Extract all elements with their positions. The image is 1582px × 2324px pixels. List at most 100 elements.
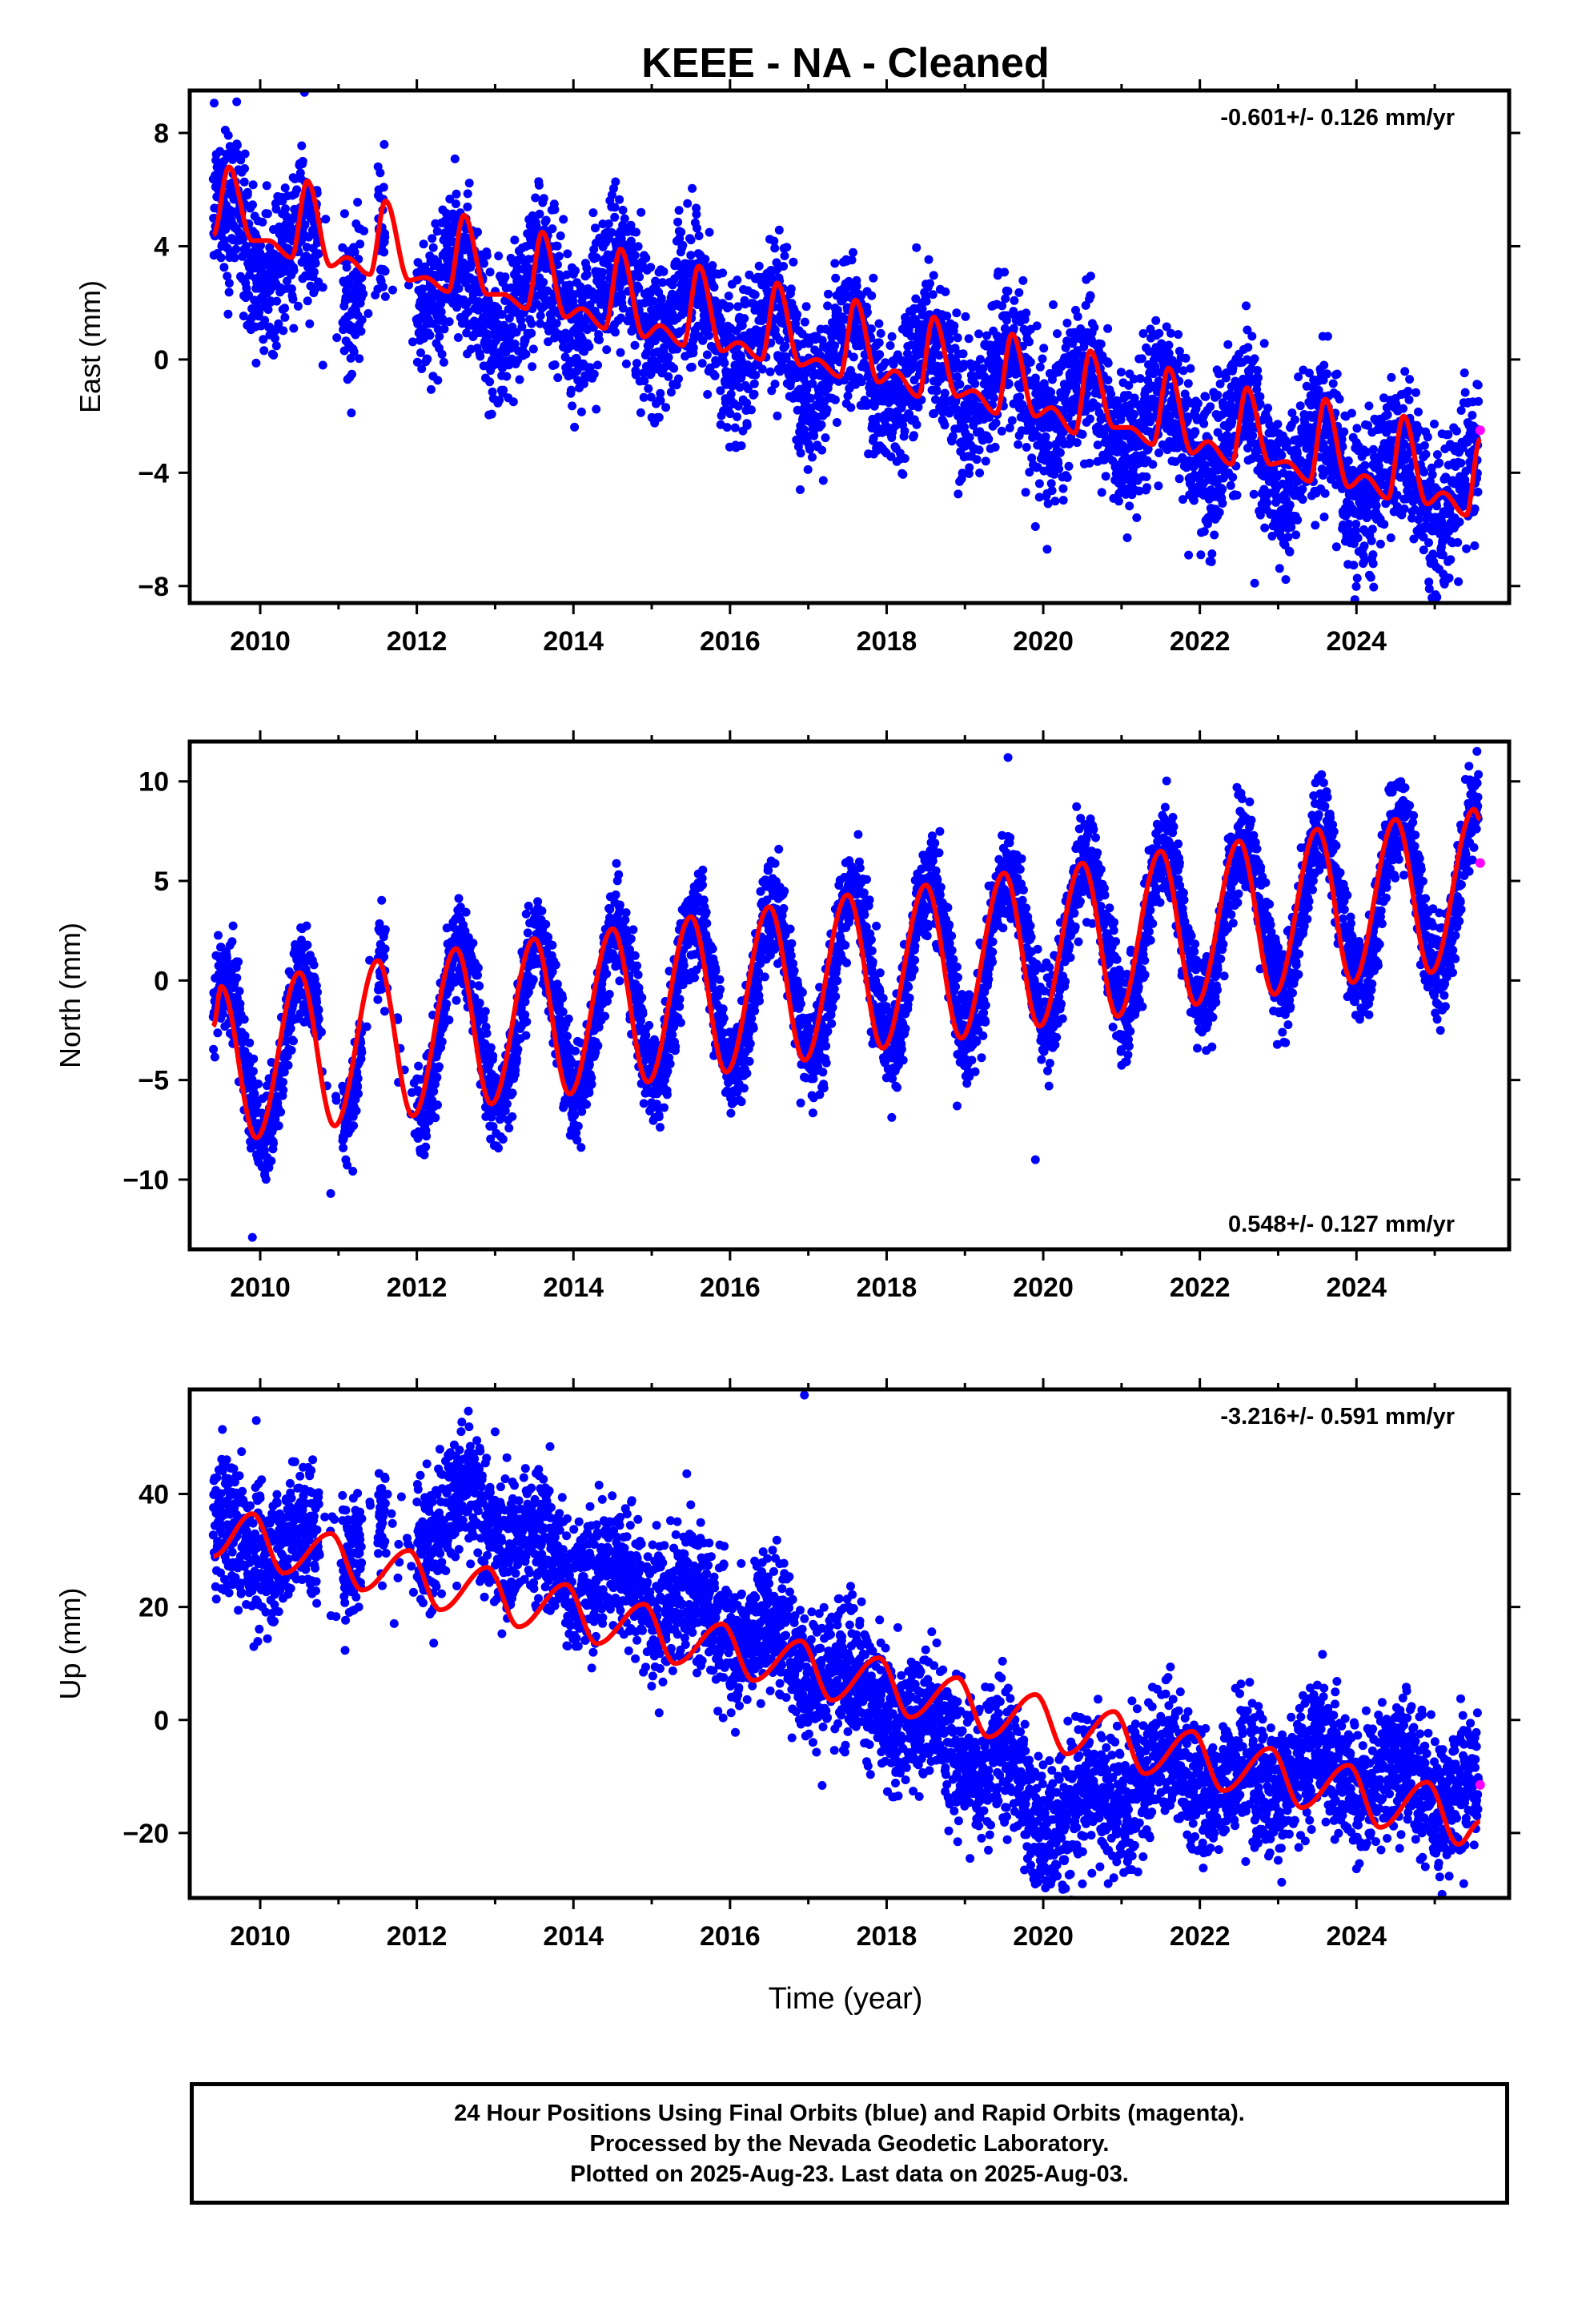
final-orbit-point	[303, 296, 312, 306]
final-orbit-point	[1332, 369, 1342, 379]
final-orbit-point	[427, 384, 436, 394]
final-orbit-point	[817, 420, 826, 429]
final-orbit-point	[674, 206, 684, 215]
final-orbit-point	[259, 296, 268, 305]
final-orbit-point	[1360, 460, 1370, 470]
final-orbit-point	[1368, 550, 1378, 560]
final-orbit-point	[1379, 520, 1389, 529]
final-orbit-point	[454, 283, 464, 293]
final-orbit-point	[311, 284, 320, 294]
final-orbit-point	[701, 255, 710, 264]
final-orbit-point	[259, 346, 269, 356]
final-orbit-point	[287, 284, 296, 294]
final-orbit-point	[874, 319, 884, 328]
final-orbit-point	[1419, 545, 1428, 555]
final-orbit-point	[1432, 450, 1442, 460]
final-orbit-point	[975, 468, 985, 478]
final-orbit-point	[1103, 359, 1113, 368]
final-orbit-point	[463, 202, 472, 211]
final-orbit-point	[256, 241, 265, 251]
final-orbit-point	[1387, 372, 1396, 382]
final-orbit-point	[1347, 408, 1356, 418]
final-orbit-point	[1073, 312, 1082, 321]
final-orbit-point	[847, 255, 857, 265]
final-orbit-point	[703, 390, 713, 399]
final-orbit-point	[536, 311, 545, 320]
final-orbit-point	[1260, 523, 1270, 533]
final-orbit-point	[1210, 530, 1219, 540]
final-orbit-point	[1351, 520, 1361, 529]
final-orbit-point	[742, 420, 752, 430]
final-orbit-point	[1164, 340, 1174, 350]
final-orbit-point	[800, 317, 809, 327]
final-orbit-point	[550, 205, 560, 215]
final-orbit-point	[1226, 480, 1235, 490]
final-orbit-point	[981, 456, 990, 466]
final-orbit-point	[796, 485, 805, 494]
panel: 2010 2012 2014 2016 2018 2020 2022 2024840−4−8E…	[74, 79, 1520, 657]
final-orbit-point	[708, 261, 717, 270]
final-orbit-point	[263, 209, 272, 219]
final-orbit-point	[292, 185, 302, 195]
final-orbit-point	[1453, 537, 1463, 547]
final-orbit-point	[1125, 501, 1134, 511]
chart-title: KEEE - NA - Cleaned	[641, 40, 1050, 86]
final-orbit-point	[527, 319, 536, 328]
plot-area	[208, 90, 1484, 603]
final-orbit-point	[693, 223, 701, 233]
final-orbit-point	[255, 308, 263, 317]
final-orbit-point	[801, 302, 811, 312]
final-orbit-point	[1400, 367, 1410, 376]
final-orbit-point	[1174, 474, 1184, 484]
final-orbit-point	[1196, 550, 1206, 560]
final-orbit-point	[439, 357, 448, 367]
final-orbit-point	[452, 189, 461, 199]
final-orbit-point	[640, 376, 649, 386]
final-orbit-point	[632, 359, 641, 368]
final-orbit-point	[419, 239, 428, 249]
final-orbit-point	[1319, 360, 1329, 370]
final-orbit-point	[559, 215, 568, 224]
final-orbit-point	[332, 333, 342, 343]
final-orbit-point	[582, 270, 592, 279]
final-orbit-point	[272, 296, 282, 306]
final-orbit-point	[550, 360, 560, 369]
final-orbit-point	[1055, 448, 1065, 457]
final-orbit-point	[318, 283, 327, 292]
final-orbit-point	[554, 251, 564, 261]
final-orbit-point	[630, 340, 640, 350]
final-orbit-point	[380, 267, 390, 276]
final-orbit-point	[263, 305, 273, 314]
final-orbit-point	[1025, 468, 1034, 477]
final-orbit-point	[1399, 504, 1409, 513]
final-orbit-point	[697, 359, 707, 368]
final-orbit-point	[757, 364, 767, 374]
final-orbit-point	[633, 242, 643, 251]
final-orbit-point	[786, 284, 796, 294]
final-orbit-point	[502, 372, 512, 381]
final-orbit-point	[750, 290, 760, 300]
final-orbit-point	[592, 404, 601, 414]
final-orbit-point	[1298, 495, 1307, 505]
final-orbit-point	[1014, 287, 1024, 297]
final-orbit-point	[552, 241, 562, 251]
final-orbit-point	[1443, 430, 1453, 440]
final-orbit-point	[824, 289, 833, 299]
final-orbit-point	[636, 408, 645, 417]
final-orbit-point	[733, 275, 742, 285]
final-orbit-point	[832, 418, 841, 427]
final-orbit-point	[1114, 497, 1123, 506]
final-orbit-point	[413, 258, 423, 267]
final-orbit-point	[961, 312, 970, 321]
final-orbit-point	[216, 253, 226, 263]
final-orbit-point	[1142, 472, 1151, 481]
final-orbit-point	[535, 209, 544, 219]
final-orbit-point	[636, 207, 646, 217]
final-orbit-point	[1368, 559, 1378, 569]
final-orbit-point	[952, 308, 962, 318]
final-orbit-point	[666, 388, 676, 397]
final-orbit-point	[796, 448, 805, 458]
final-orbit-point	[1352, 573, 1362, 583]
final-orbit-point	[1010, 296, 1019, 305]
final-orbit-point	[357, 273, 367, 283]
